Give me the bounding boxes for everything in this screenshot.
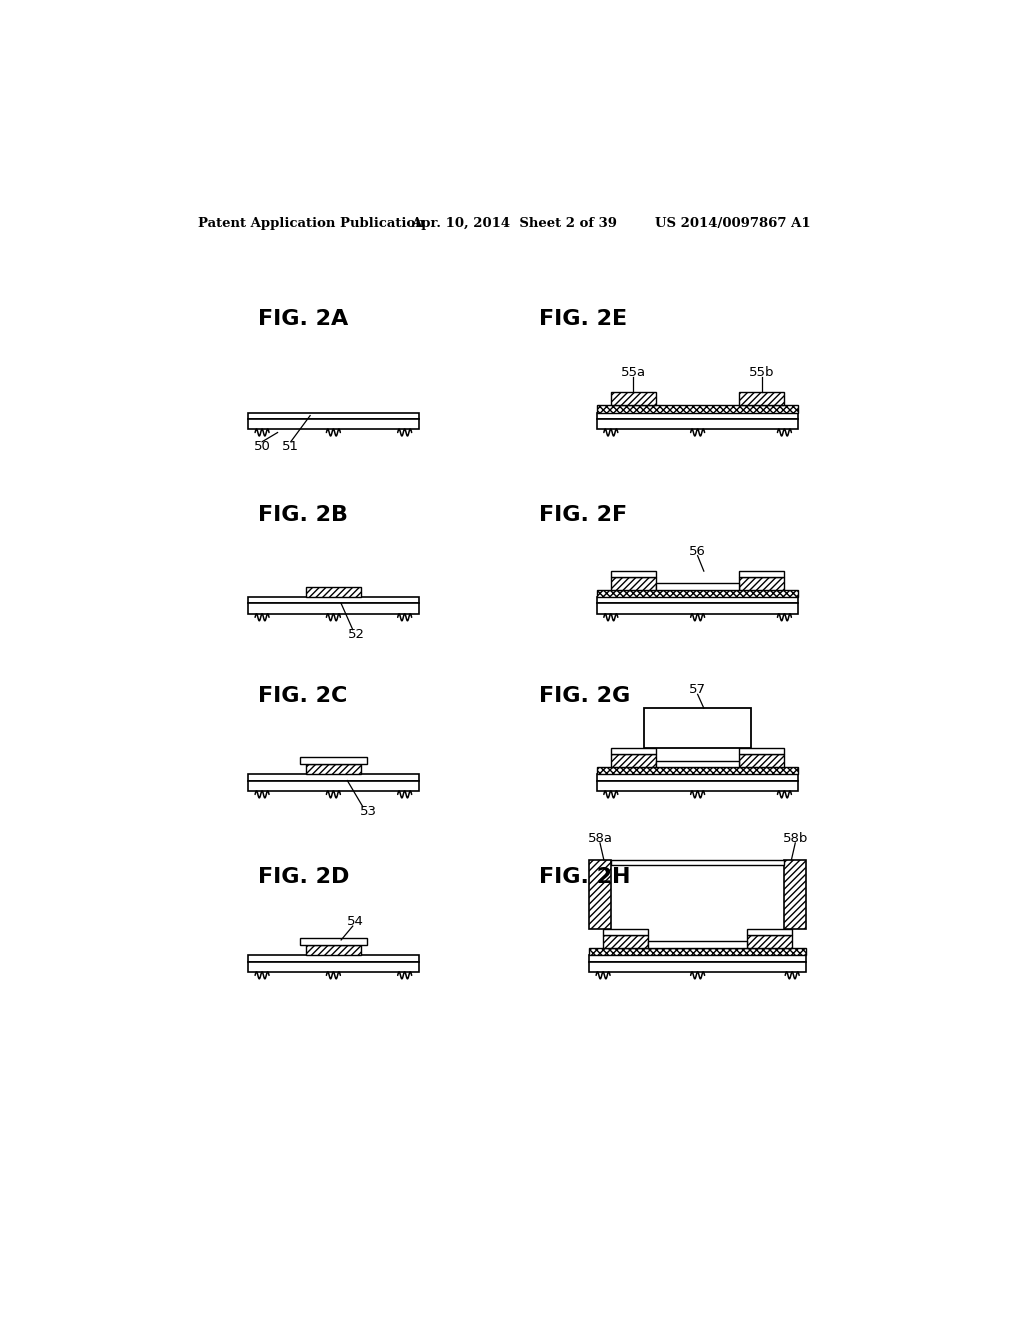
Bar <box>611 748 655 755</box>
Bar <box>611 572 655 577</box>
Bar <box>784 859 806 929</box>
Text: FIG. 2G: FIG. 2G <box>539 686 630 706</box>
Bar <box>300 758 367 763</box>
Bar <box>597 775 799 780</box>
Bar <box>655 583 739 590</box>
Text: FIG. 2B: FIG. 2B <box>258 506 348 525</box>
Text: US 2014/0097867 A1: US 2014/0097867 A1 <box>655 218 811 231</box>
Bar <box>739 748 784 755</box>
Text: FIG. 2E: FIG. 2E <box>539 309 627 329</box>
Text: Apr. 10, 2014  Sheet 2 of 39: Apr. 10, 2014 Sheet 2 of 39 <box>411 218 616 231</box>
Bar <box>248 961 419 973</box>
Bar <box>589 961 806 973</box>
Text: 50: 50 <box>254 440 270 453</box>
Text: FIG. 2D: FIG. 2D <box>258 867 349 887</box>
Text: 57: 57 <box>689 684 707 696</box>
Bar <box>655 760 739 767</box>
Text: 55b: 55b <box>750 366 775 379</box>
Text: 54: 54 <box>347 915 364 928</box>
Bar <box>597 590 799 598</box>
Bar <box>306 586 360 598</box>
Bar <box>597 405 799 412</box>
Bar <box>248 597 419 603</box>
Bar <box>248 956 419 961</box>
Bar <box>248 418 419 429</box>
Bar <box>739 392 784 405</box>
Bar <box>300 939 367 945</box>
Bar <box>589 859 611 929</box>
Bar <box>739 755 784 767</box>
Bar <box>597 597 799 603</box>
Bar <box>597 603 799 614</box>
Bar <box>248 413 419 418</box>
Bar <box>597 418 799 429</box>
Bar <box>739 577 784 590</box>
Bar <box>597 413 799 418</box>
Bar <box>611 859 784 866</box>
Bar <box>603 936 648 948</box>
Text: 58b: 58b <box>782 832 808 845</box>
Bar <box>248 775 419 780</box>
Text: 56: 56 <box>689 545 707 557</box>
Text: FIG. 2A: FIG. 2A <box>258 309 348 329</box>
Bar <box>589 956 806 961</box>
Text: FIG. 2H: FIG. 2H <box>539 867 630 887</box>
Bar <box>739 572 784 577</box>
Bar <box>611 577 655 590</box>
Text: 55a: 55a <box>621 366 646 379</box>
Text: 58a: 58a <box>588 832 612 845</box>
Bar <box>597 767 799 775</box>
Text: 53: 53 <box>359 805 377 818</box>
Bar <box>644 708 751 748</box>
Bar <box>611 755 655 767</box>
Bar <box>603 929 648 936</box>
Bar <box>306 945 360 956</box>
Bar <box>748 929 793 936</box>
Text: 52: 52 <box>348 628 366 640</box>
Bar <box>306 763 360 775</box>
Bar <box>248 603 419 614</box>
Text: 51: 51 <box>283 440 299 453</box>
Bar <box>648 941 748 948</box>
Text: FIG. 2C: FIG. 2C <box>258 686 347 706</box>
Bar <box>597 780 799 792</box>
Text: Patent Application Publication: Patent Application Publication <box>198 218 425 231</box>
Text: FIG. 2F: FIG. 2F <box>539 506 627 525</box>
Bar <box>589 948 806 956</box>
Bar <box>748 936 793 948</box>
Bar <box>611 392 655 405</box>
Bar <box>248 780 419 792</box>
